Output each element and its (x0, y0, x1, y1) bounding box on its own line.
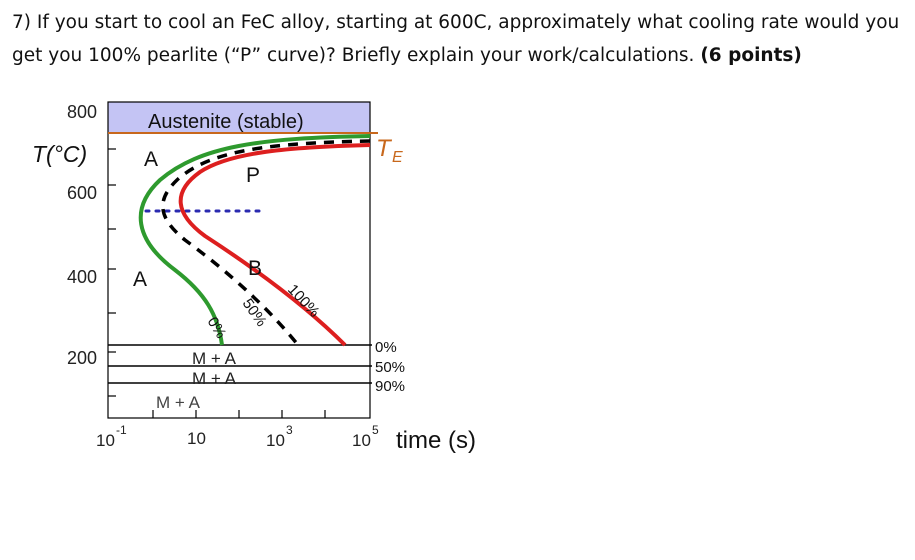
martensite-label-2: M + A (192, 369, 237, 388)
te-label: T (376, 135, 393, 162)
martensite-pct-50: 50% (375, 359, 405, 376)
x-axis-label: time (s) (396, 427, 476, 454)
x-tick-0-exp: -1 (116, 423, 127, 437)
question-points: (6 points) (700, 45, 802, 66)
y-tick-800: 800 (67, 102, 97, 122)
te-subscript: E (392, 149, 403, 166)
x-axis-ticks (152, 410, 326, 418)
curve-label-100: 100% (284, 281, 323, 321)
x-tick-2-base: 10 (266, 431, 285, 450)
martensite-pct-90: 90% (375, 378, 405, 395)
question-text: 7) If you start to cool an FeC alloy, st… (12, 6, 907, 72)
austenite-label: Austenite (stable) (148, 111, 304, 133)
martensite-label-1: M + A (192, 349, 237, 368)
region-a-mid: A (133, 268, 147, 291)
y-tick-200: 200 (67, 348, 97, 368)
curve-label-50: 50% (239, 296, 270, 330)
martensite-lines (108, 344, 372, 384)
finish-curve (178, 143, 371, 347)
x-tick-2-exp: 3 (286, 423, 293, 437)
curve-label-0: 0% (204, 314, 230, 341)
x-tick-0-base: 10 (96, 431, 115, 450)
y-tick-600: 600 (67, 183, 97, 203)
martensite-pct-0: 0% (375, 339, 397, 356)
region-a-top: A (144, 148, 158, 171)
question-body: 7) If you start to cool an FeC alloy, st… (12, 12, 900, 66)
x-tick-3-base: 10 (352, 431, 371, 450)
y-tick-400: 400 (67, 267, 97, 287)
region-b: B (248, 257, 262, 280)
y-axis-ticks (108, 148, 116, 397)
start-curve (138, 134, 371, 346)
midpoint-curve (161, 139, 371, 347)
x-tick-3-exp: 5 (372, 423, 379, 437)
austenite-band (108, 102, 370, 133)
y-axis-label: T(°C) (32, 141, 87, 167)
x-tick-1: 10 (187, 429, 206, 448)
martensite-label-3: M + A (156, 393, 201, 412)
region-p: P (246, 164, 260, 187)
